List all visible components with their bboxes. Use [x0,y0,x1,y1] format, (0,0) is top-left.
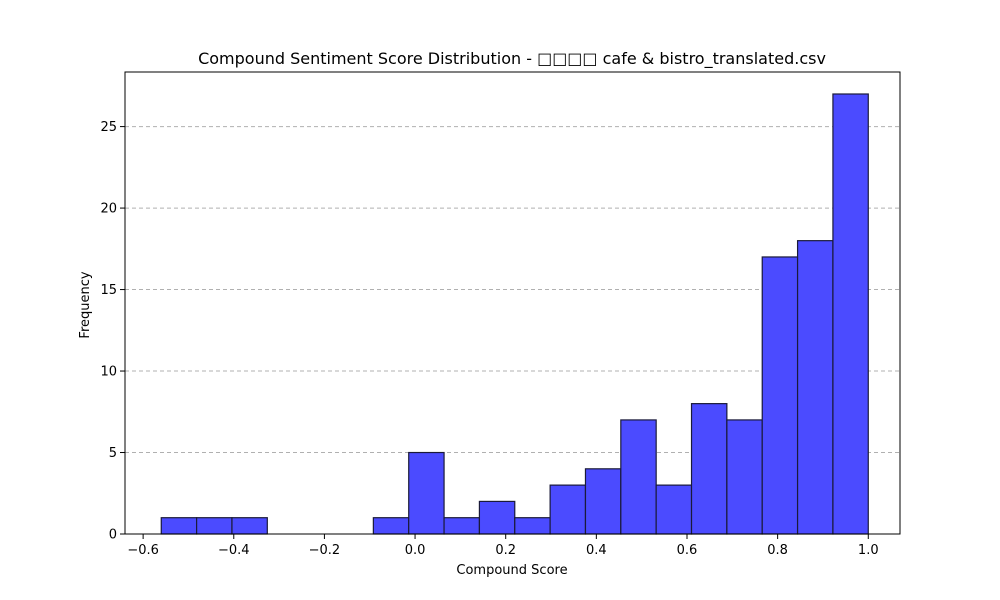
x-tick-label: −0.6 [127,543,159,558]
x-tick-label: 0.4 [586,543,607,558]
y-tick-label: 0 [109,528,117,543]
histogram-bar [408,451,445,535]
histogram-bar [584,468,622,535]
y-tick-label: 10 [100,365,117,380]
x-tick-label: 0.2 [495,543,516,558]
histogram-bar [726,419,763,535]
x-tick-label: 0.8 [767,543,788,558]
y-axis-label: Frequency [78,271,93,338]
y-tick-label: 25 [100,120,117,135]
x-tick-label: 1.0 [858,543,879,558]
x-tick-label: −0.4 [218,543,250,558]
x-tick-label: 0.6 [677,543,698,558]
histogram-bar [196,517,233,535]
histogram-bar [443,517,481,535]
histogram-bar [620,419,657,535]
histogram-bar [655,484,693,535]
chart-title: Compound Sentiment Score Distribution - … [198,49,826,69]
plot-frame [124,71,901,535]
histogram-bar [372,517,410,535]
y-tick-label: 15 [100,283,117,298]
histogram-bar [761,256,799,535]
histogram-bar [549,484,587,535]
histogram-bar [231,517,268,535]
histogram-bar [832,93,869,535]
histogram-bar [690,403,728,535]
histogram-bar [478,500,516,535]
x-tick-label: −0.2 [309,543,341,558]
histogram-bar [514,517,551,535]
histogram-bar [796,240,834,535]
y-tick-label: 20 [100,202,117,217]
x-axis-ticks: −0.6 −0.4 −0.2 0.0 0.2 0.4 0.6 0.8 1.0 [127,534,879,558]
histogram-bars [160,93,869,535]
y-axis-ticks: 0 5 10 15 20 25 [100,120,125,543]
histogram-bar [160,517,198,535]
x-axis-label: Compound Score [456,563,567,578]
y-tick-label: 5 [109,446,117,461]
x-tick-label: 0.0 [405,543,426,558]
